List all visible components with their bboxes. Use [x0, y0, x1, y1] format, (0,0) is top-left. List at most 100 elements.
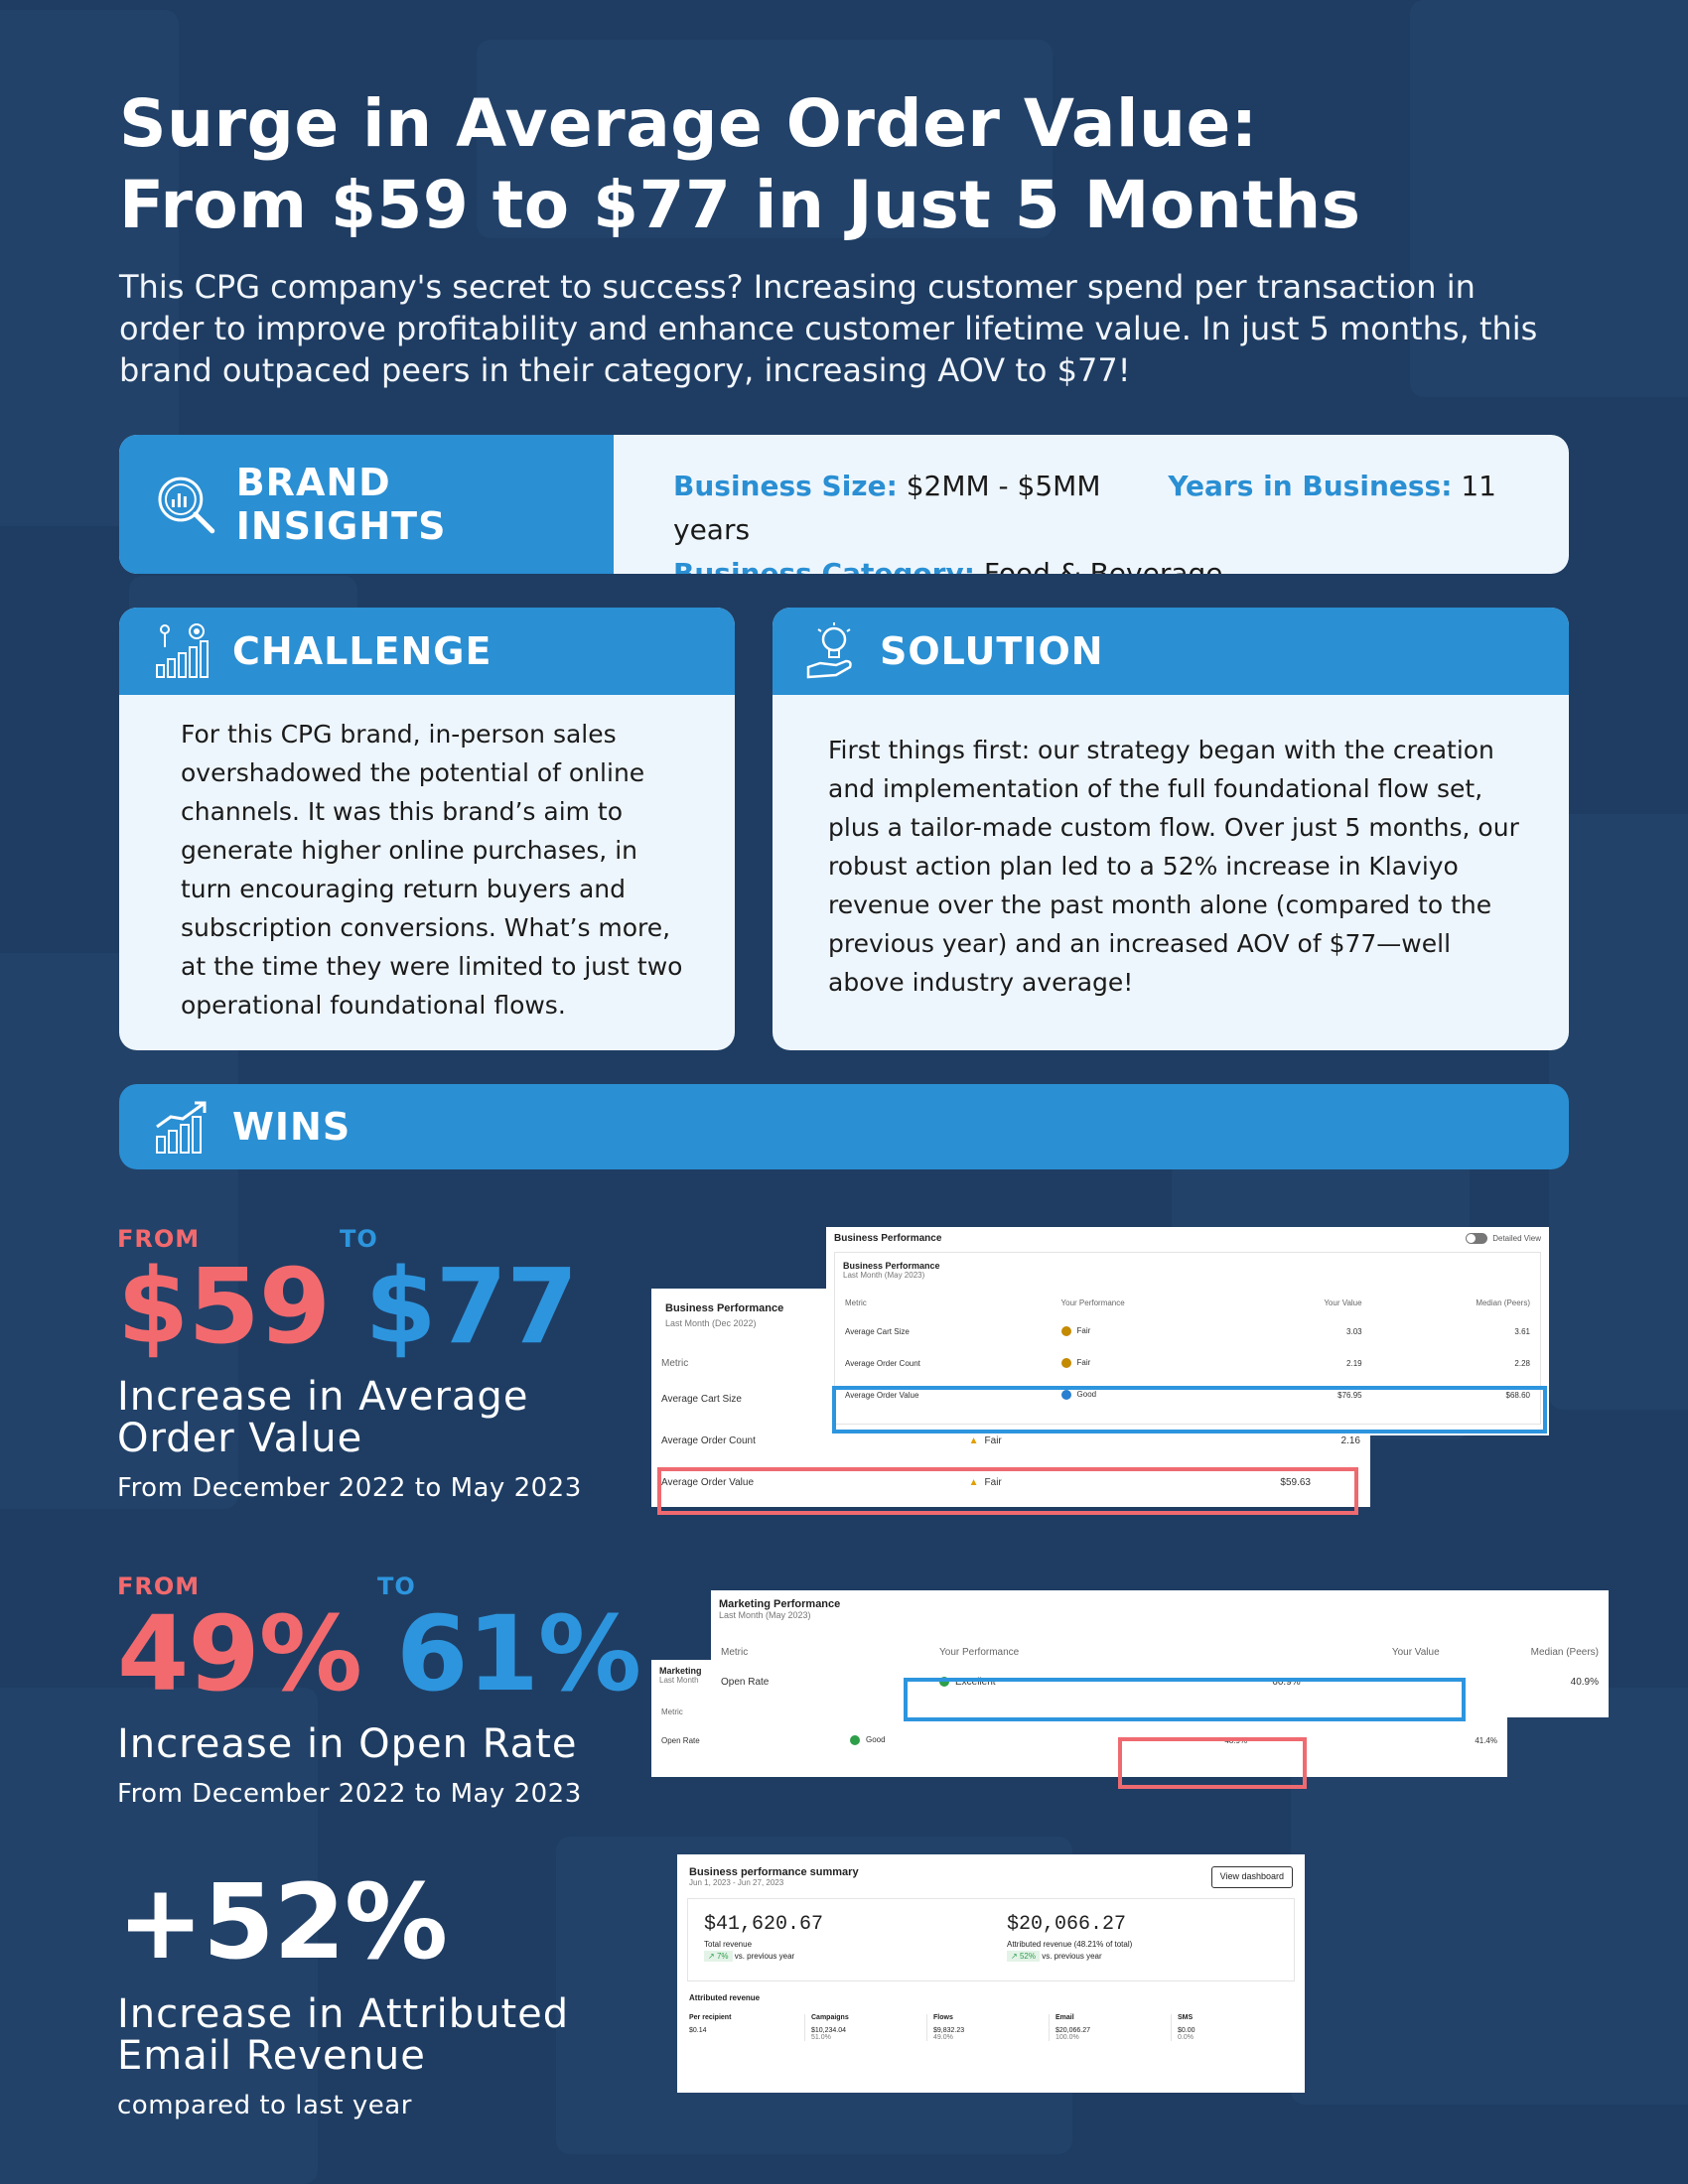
or-may-title: Marketing Performance	[719, 1598, 841, 1610]
stat-open-rate: FROM TO 49% 61% Increase in Open Rate Fr…	[117, 1572, 713, 1809]
aov-dec-row3-metric: Average Order Value	[661, 1476, 755, 1488]
summary-col-per-recipient: Per recipient $0.14	[689, 2014, 732, 2034]
aov-may-row3-metric: Average Order Value	[845, 1390, 919, 1400]
climb-chart-icon	[156, 623, 209, 678]
lightbulb-hand-icon	[806, 622, 852, 679]
or-may-period: Last Month (May 2023)	[719, 1610, 811, 1620]
aov-may-row2-median: 2.28	[1514, 1358, 1530, 1368]
summary-col-email: Email $20,066.27 100.0%	[1049, 2014, 1171, 2041]
business-size-label: Business Size:	[673, 470, 898, 502]
summary-total-label: Total revenue	[704, 1940, 753, 1949]
stat-rev-sub: compared to last year	[117, 2091, 412, 2120]
fair-status-icon	[1060, 1326, 1071, 1336]
challenge-heading: CHALLENGE	[232, 629, 492, 673]
aov-may-screenshot: Business Performance Detailed View Busin…	[826, 1227, 1549, 1435]
summary-total-vs: vs. previous year	[734, 1952, 795, 1961]
good-check-icon	[850, 1735, 860, 1745]
or-dec-col-metric: Metric	[661, 1706, 683, 1716]
or-may-col-value: Your Value	[1391, 1646, 1440, 1658]
aov-dec-title: Business Performance	[665, 1302, 784, 1314]
category-value: Food & Beverage	[983, 557, 1223, 574]
or-dec-metric: Open Rate	[661, 1735, 700, 1745]
aov-may-col-median: Median (Peers)	[1476, 1297, 1530, 1307]
or-may-highlight	[904, 1678, 1466, 1721]
stat-or-desc: Increase in Open Rate	[117, 1721, 578, 1767]
stat-aov-from-value: $59	[117, 1246, 331, 1367]
summary-attributed-revenue: $20,066.27	[1007, 1913, 1127, 1936]
category-label: Business Category:	[673, 557, 975, 574]
stat-or-from-label: FROM	[117, 1572, 201, 1600]
challenge-body: For this CPG brand, in-person sales over…	[181, 720, 683, 1020]
aov-may-outer-title: Business Performance	[834, 1233, 942, 1244]
aov-dec-row2-perf: Fair	[984, 1434, 1002, 1446]
aov-may-col-metric: Metric	[845, 1297, 867, 1307]
aov-may-row1-median: 3.61	[1514, 1326, 1530, 1336]
solution-heading: SOLUTION	[880, 629, 1104, 673]
years-value: 11 years	[673, 470, 1496, 546]
aov-dec-row3-value: $59.63	[1280, 1476, 1311, 1488]
stat-or-from-value: 49%	[117, 1593, 362, 1714]
brand-insights-banner: BRAND INSIGHTS Business Size: $2MM - $5M…	[119, 435, 1569, 574]
challenge-card: CHALLENGE For this CPG brand, in-person …	[119, 608, 735, 1050]
or-dec-highlight	[1118, 1737, 1307, 1789]
aov-may-row1-value: 3.03	[1346, 1326, 1362, 1336]
summary-total-revenue: $41,620.67	[704, 1913, 824, 1936]
stat-or-to-label: TO	[377, 1572, 416, 1600]
aov-may-row2-perf: Fair	[1076, 1358, 1091, 1368]
intro-paragraph: This CPG company's secret to success? In…	[119, 268, 1538, 389]
stat-aov-sub: From December 2022 to May 2023	[117, 1473, 582, 1503]
stat-rev-value: +52%	[117, 1861, 448, 1982]
good-check-icon	[1060, 1390, 1071, 1400]
wins-banner: WINS	[119, 1084, 1569, 1169]
page-title: Surge in Average Order Value: From $59 t…	[119, 85, 1361, 243]
aov-may-row1-perf: Fair	[1076, 1326, 1091, 1336]
or-may-metric: Open Rate	[721, 1676, 770, 1688]
aov-dec-row1-metric: Average Cart Size	[661, 1393, 742, 1405]
or-may-perf: Excellent	[955, 1676, 996, 1688]
stat-email-revenue: +52% Increase in Attributed Email Revenu…	[117, 1870, 713, 2120]
or-may-col-metric: Metric	[721, 1646, 749, 1658]
solution-card: SOLUTION First things first: our strateg…	[773, 608, 1569, 1050]
summary-dates: Jun 1, 2023 - Jun 27, 2023	[689, 1878, 784, 1887]
warning-icon: ▲	[968, 1434, 979, 1446]
or-dec-median: 41.4%	[1475, 1735, 1497, 1745]
summary-attributed-vs: vs. previous year	[1042, 1952, 1102, 1961]
or-may-median: 40.9%	[1570, 1676, 1599, 1688]
view-dashboard-button[interactable]: View dashboard	[1210, 1866, 1293, 1888]
business-size-value: $2MM - $5MM	[906, 470, 1101, 502]
or-may-col-median: Median (Peers)	[1530, 1646, 1599, 1658]
or-dec-title: Marketing	[659, 1666, 702, 1676]
stat-aov-to-value: $77	[364, 1246, 578, 1367]
aov-may-highlight	[832, 1386, 1547, 1433]
magnifier-chart-icon	[158, 477, 215, 534]
aov-dec-row3-perf: Fair	[984, 1476, 1002, 1488]
stat-aov-to-label: TO	[340, 1225, 378, 1253]
detailed-view-label: Detailed View	[1492, 1234, 1541, 1243]
stat-or-sub: From December 2022 to May 2023	[117, 1779, 582, 1809]
or-dec-perf: Good	[866, 1735, 886, 1745]
detailed-view-toggle[interactable]	[1466, 1233, 1488, 1244]
aov-dec-row2-value: 2.16	[1340, 1434, 1360, 1446]
or-may-value: 60.9%	[1272, 1676, 1301, 1688]
summary-col-sms: SMS $0.00 0.0%	[1171, 2014, 1293, 2041]
aov-may-row3-median: $68.60	[1505, 1390, 1530, 1400]
summary-col-flows: Flows $9,832.23 49.0%	[926, 2014, 1049, 2041]
aov-may-row3-perf: Good	[1076, 1390, 1097, 1400]
trend-up-icon: ↗ 52%	[1007, 1951, 1040, 1962]
aov-dec-period: Last Month (Dec 2022)	[665, 1318, 757, 1328]
aov-may-period: Last Month (May 2023)	[843, 1271, 925, 1280]
fair-status-icon	[1060, 1358, 1071, 1368]
stat-aov-desc: Increase in Average Order Value	[117, 1374, 529, 1461]
summary-title: Business performance summary	[689, 1866, 859, 1878]
aov-may-col-perf: Your Performance	[1060, 1297, 1125, 1307]
summary-screenshot: Business performance summary Jun 1, 2023…	[677, 1854, 1305, 2093]
warning-icon: ▲	[968, 1476, 979, 1488]
aov-may-row2-value: 2.19	[1346, 1358, 1362, 1368]
solution-body: First things first: our strategy began w…	[828, 736, 1519, 997]
aov-may-title: Business Performance	[843, 1261, 940, 1271]
aov-dec-col-metric: Metric	[661, 1357, 689, 1369]
brand-insights-heading: BRAND INSIGHTS	[235, 461, 447, 548]
stat-aov: FROM TO $59 $77 Increase in Average Orde…	[117, 1225, 673, 1503]
wins-heading: WINS	[232, 1105, 352, 1149]
aov-may-row3-value: $76.95	[1337, 1390, 1362, 1400]
